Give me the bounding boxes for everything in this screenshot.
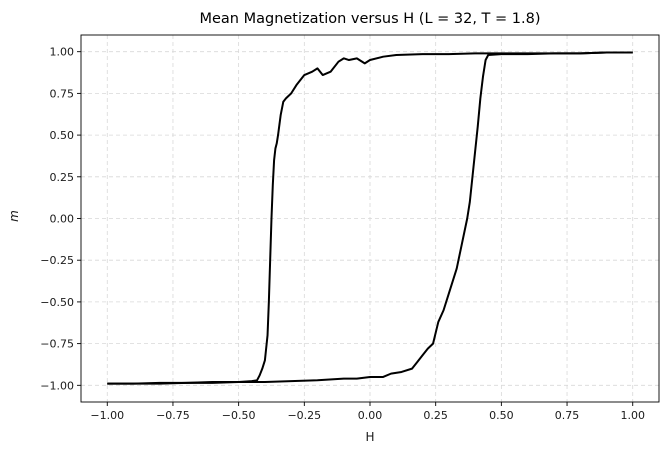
y-tick-label: −0.50 [40,296,74,309]
x-axis-title: H [365,430,374,444]
x-tick-label: −1.00 [90,409,124,422]
descending-branch-line [107,51,633,385]
y-tick-labels: −1.00 −0.75 −0.50 −0.25 0.00 0.25 0.50 0.75 1.00 [40,46,74,393]
y-tick-label: 0.50 [50,129,75,142]
y-tick-label: 0.75 [50,87,75,100]
y-tick-label: −0.25 [40,254,74,267]
grid [81,35,659,402]
x-tick-label: −0.50 [222,409,256,422]
x-tick-label: 1.00 [620,409,645,422]
y-tick-label: −0.75 [40,338,74,351]
x-tick-label: 0.25 [423,409,448,422]
y-tick-label: 0.25 [50,171,75,184]
series-layer [107,51,633,385]
x-tick-labels: −1.00 −0.75 −0.50 −0.25 0.00 0.25 0.50 0.75 1.00 [90,409,645,422]
y-axis-title: m [7,210,21,222]
y-tick-label: 1.00 [50,46,75,59]
y-tick-label: −1.00 [40,379,74,392]
x-tick-label: 0.50 [489,409,514,422]
x-tick-label: −0.75 [156,409,190,422]
chart-title: Mean Magnetization versus H (L = 32, T =… [199,11,540,27]
y-tick-label: 0.00 [50,213,75,226]
x-tick-label: 0.00 [358,409,383,422]
ascending-branch-line [107,51,633,385]
tick-marks [77,51,634,406]
x-tick-label: −0.25 [287,409,321,422]
x-tick-label: 0.75 [555,409,580,422]
